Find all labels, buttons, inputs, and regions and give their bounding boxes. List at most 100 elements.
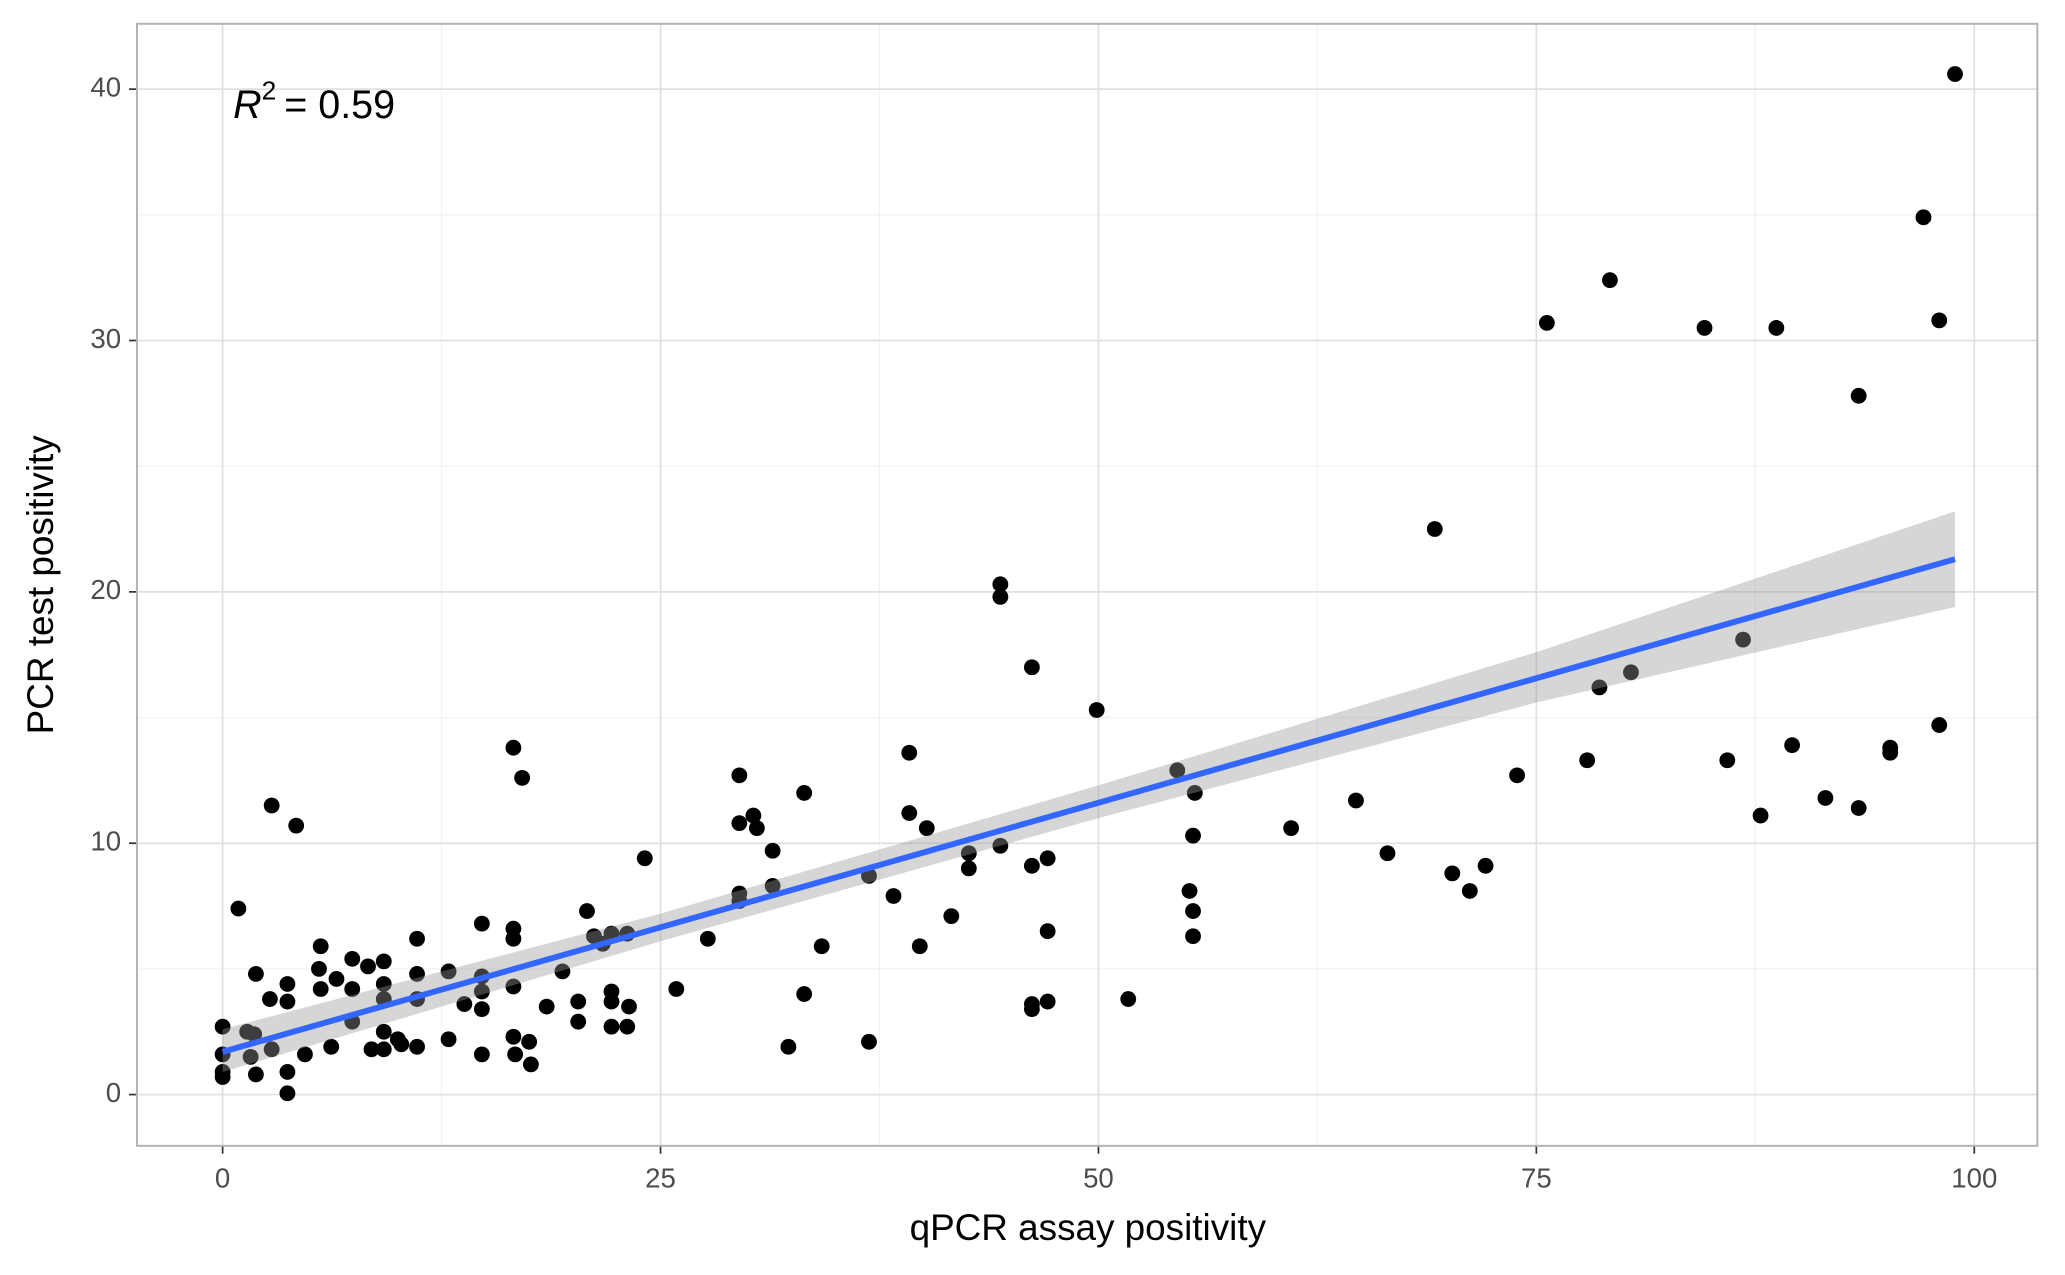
point [312,938,329,955]
point [603,1018,620,1035]
point [699,930,716,947]
panel [136,23,2038,1146]
point [1915,209,1932,226]
point [943,908,960,925]
x-axis-title: qPCR assay positivity [910,1207,1267,1248]
point [1185,928,1201,945]
point [1623,664,1639,681]
point [242,1048,259,1065]
point [1602,272,1618,289]
point [505,930,522,947]
y-tick-label: 30 [90,323,121,354]
point [570,993,587,1010]
point [1444,865,1461,882]
point [1947,66,1963,82]
point [328,971,345,987]
point [440,1031,457,1048]
point [440,963,457,980]
point [1931,717,1948,733]
point [409,1038,425,1055]
annotation-exponent: 2 [262,75,277,105]
point [505,1028,522,1045]
point [1784,737,1801,754]
point [745,807,762,824]
point [619,1018,636,1035]
point [473,1046,490,1063]
point [1185,827,1201,844]
point [521,1033,538,1050]
point [246,1026,263,1043]
x-tick-label: 25 [645,1162,676,1193]
point [731,815,748,832]
annotation: R2 = 0.59 [233,75,395,127]
point [748,820,765,837]
point [554,963,571,980]
point [288,817,305,834]
point [1461,883,1478,899]
point [1039,993,1056,1010]
point [861,1033,877,1050]
point [1931,312,1948,329]
y-axis-title: PCR test positivity [20,435,61,735]
y-tick-label: 40 [90,71,121,102]
annotation-symbol: R [233,84,262,128]
point [297,1046,313,1063]
point [1591,679,1608,696]
point [263,797,280,814]
point [505,978,522,995]
point [960,845,977,862]
point [1348,792,1364,809]
point [1283,820,1300,837]
point [344,950,361,967]
point [1579,752,1596,769]
point [796,986,813,1002]
point [901,805,918,821]
point [764,878,781,894]
point [813,938,830,955]
point [1023,1001,1040,1018]
point [363,1041,380,1058]
point [279,993,296,1010]
point [375,976,392,992]
point [1735,631,1751,648]
point [1039,923,1056,940]
point [409,966,425,982]
point [409,930,425,947]
point [1088,702,1105,718]
point [360,958,376,975]
point [992,576,1009,593]
point [214,1069,231,1085]
x-tick-label: 75 [1521,1162,1552,1193]
point [764,842,781,859]
point [911,938,928,955]
point [1120,991,1137,1007]
point [1768,320,1785,336]
point [311,960,327,977]
y-tick-label: 10 [90,826,121,857]
point [901,744,918,761]
point [1379,845,1396,862]
point [473,915,490,932]
point [1850,387,1867,404]
point [1882,744,1899,761]
confidence-band [222,511,1956,1072]
point [279,976,296,992]
panel-border [135,22,2039,1147]
point [1538,315,1555,331]
point [1719,752,1736,769]
point [885,888,902,904]
point [1817,790,1834,806]
point [375,953,392,970]
point [514,769,531,786]
point [1426,521,1443,537]
point [248,1066,264,1083]
point [263,1041,280,1058]
point [1023,857,1040,874]
y-tick-label: 20 [90,574,121,605]
point [375,1023,392,1040]
point [918,820,935,837]
y-tick-label: 0 [106,1077,121,1108]
annotation-text: = 0.59 [284,84,395,128]
point [731,767,748,784]
